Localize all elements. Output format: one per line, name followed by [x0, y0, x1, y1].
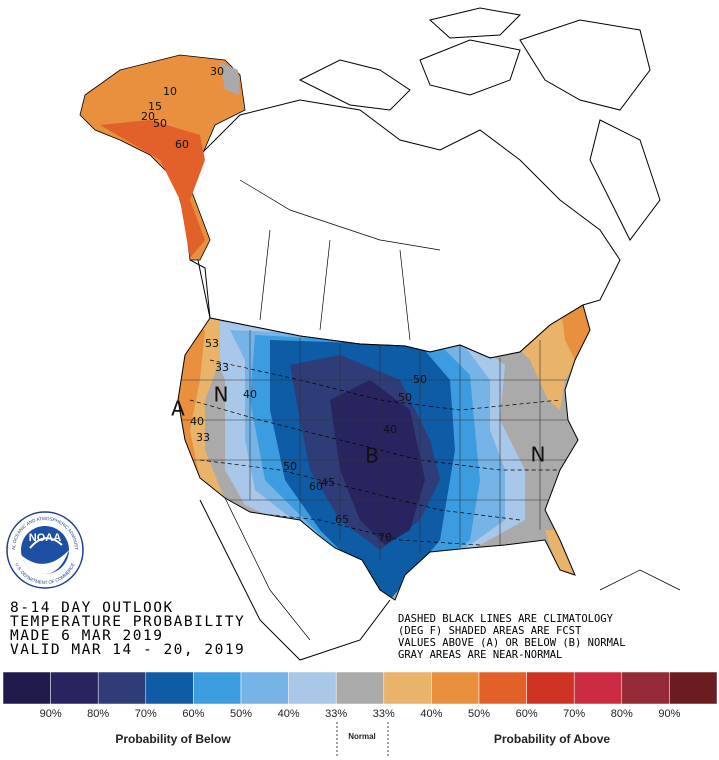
legend-label: 70%	[135, 708, 157, 720]
map-label: 40	[190, 415, 204, 428]
legend-swatch	[335, 671, 385, 705]
legend-label: 90%	[658, 708, 680, 720]
legend-swatch	[478, 671, 527, 705]
header-line: TEMPERATURE PROBABILITY	[10, 614, 245, 630]
map-label: 40	[383, 423, 397, 436]
map-labels: 33N 40A4033535060B70505040N10152030506065…	[141, 65, 545, 544]
legend-above-title: Probability of Above	[494, 732, 611, 746]
legend-label: 90%	[40, 708, 62, 720]
legend-label: 60%	[182, 708, 204, 720]
alaska-region	[100, 120, 205, 258]
base-map	[184, 7, 681, 661]
map-label: 60	[175, 138, 189, 151]
legend: 90% 80% 70% 60% 50% 40% 33% 33% 40% 50% 60% 70% 80% 9…	[2, 671, 718, 720]
legend-swatch	[240, 671, 289, 705]
note-line: DASHED BLACK LINES ARE CLIMATOLOGY	[398, 613, 614, 625]
map-label: 70	[378, 531, 392, 544]
map-label: 50	[153, 117, 167, 130]
legend-swatch	[2, 671, 51, 705]
legend-label: 33%	[373, 708, 395, 720]
note-line: VALUES ABOVE (A) OR BELOW (B) NORMAL	[398, 637, 626, 649]
legend-swatch	[145, 671, 194, 705]
map-label: A	[171, 397, 185, 421]
map-label: N	[214, 383, 229, 407]
header-line: MADE 6 MAR 2019	[10, 628, 163, 644]
map-label: 40	[243, 388, 257, 401]
map-label: 53	[205, 337, 219, 350]
map-label: 20	[141, 110, 155, 123]
legend-swatch	[526, 671, 575, 705]
legend-label: 70%	[563, 708, 585, 720]
state-lines	[180, 330, 590, 560]
legend-normal-title: Normal	[348, 732, 376, 741]
legend-swatch	[50, 671, 99, 705]
legend-label: 33%	[325, 708, 347, 720]
header-line: 8-14 DAY OUTLOOK	[10, 600, 174, 616]
notes: DASHED BLACK LINES ARE CLIMATOLOGY(DEG F…	[398, 613, 626, 661]
map-label: 50	[398, 391, 412, 404]
logo-ring-top: NATIONAL OCEANIC AND ATMOSPHERIC ADMINIS…	[0, 0, 79, 550]
map-label: N	[531, 443, 546, 467]
note-line: (DEG F) SHADED AREAS ARE FCST	[398, 625, 582, 637]
legend-swatch	[193, 671, 242, 705]
legend-swatch	[669, 671, 718, 705]
alaska-region	[220, 62, 240, 95]
legend-swatch	[383, 671, 432, 705]
map-label: 10	[163, 85, 177, 98]
note-line: GRAY AREAS ARE NEAR-NORMAL	[398, 649, 562, 661]
legend-swatch	[97, 671, 147, 705]
legend-label: 80%	[87, 708, 109, 720]
map-label: B	[365, 444, 379, 468]
legend-label: 40%	[278, 708, 300, 720]
noaa-logo: NOAA NATIONAL OCEANIC AND ATMOSPHERIC AD…	[0, 0, 84, 589]
logo-ring-top-path: NATIONAL OCEANIC AND ATMOSPHERIC ADMINIS…	[0, 0, 79, 550]
map-label: 30	[210, 65, 224, 78]
map-label: 33	[215, 361, 229, 374]
map-label: 33	[196, 431, 210, 444]
legend-swatch	[573, 671, 623, 705]
map-label: 60	[309, 480, 323, 493]
map-label: 15	[148, 100, 162, 113]
legend-label: 40%	[420, 708, 442, 720]
us-outline	[177, 304, 591, 601]
legend-below-title: Probability of Below	[115, 732, 231, 746]
legend-swatch	[621, 671, 670, 705]
legend-label: 50%	[468, 708, 490, 720]
legend-label: 60%	[516, 708, 538, 720]
legend-label: 50%	[230, 708, 252, 720]
logo-name: NOAA	[29, 532, 61, 544]
map-label: 45	[321, 476, 335, 489]
map-label: 50	[413, 373, 427, 386]
legend-label: 80%	[611, 708, 633, 720]
legend-swatch	[431, 671, 480, 705]
header-line: VALID MAR 14 - 20, 2019	[10, 642, 245, 658]
map-label: 65	[335, 513, 349, 526]
legend-swatch	[288, 671, 337, 705]
map-label: 50	[283, 460, 297, 473]
